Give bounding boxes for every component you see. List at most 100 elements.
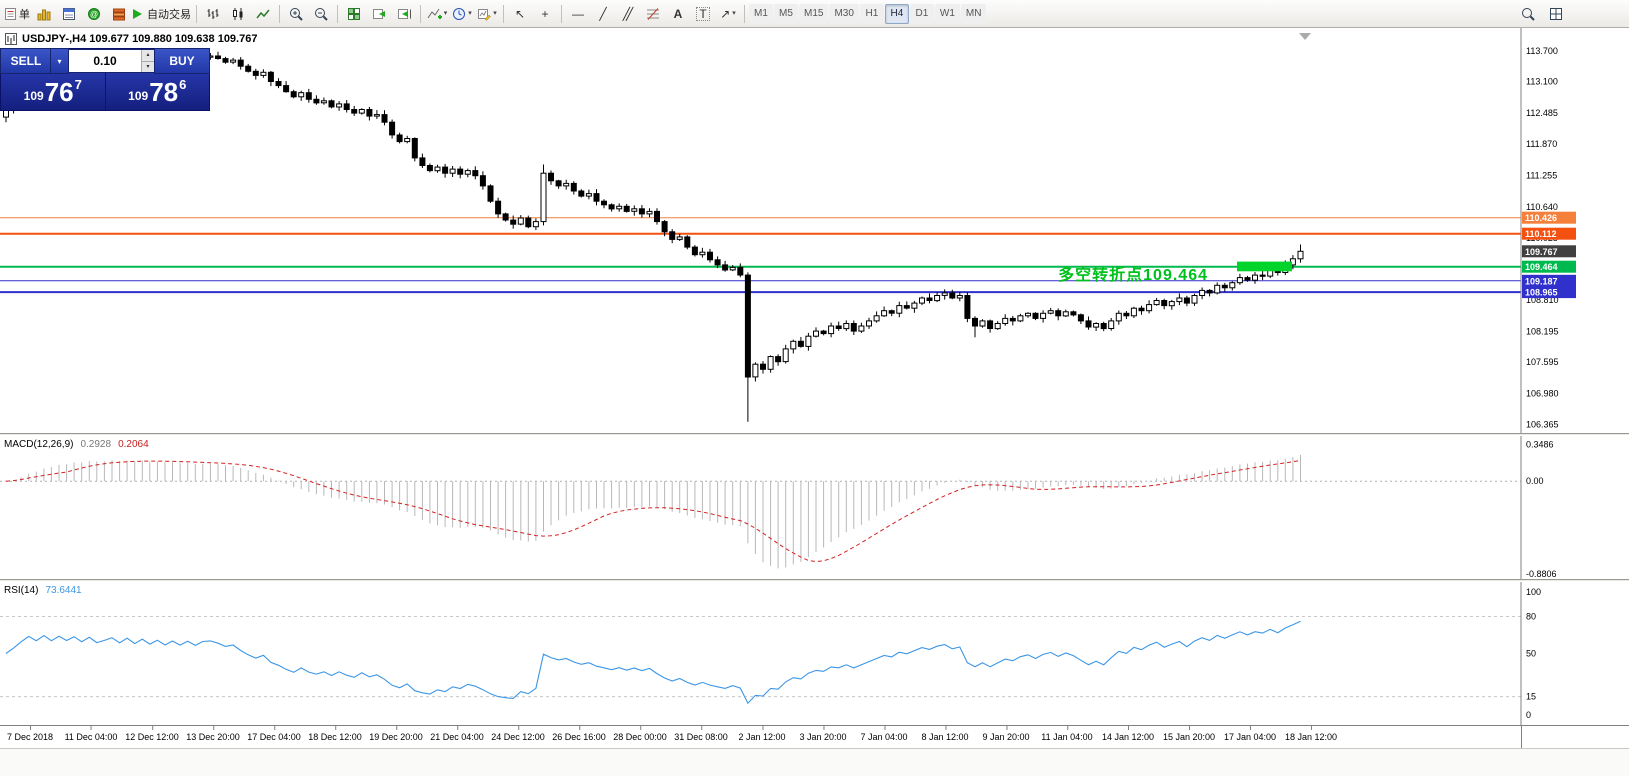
trendline-tool-button[interactable]: ╱ (591, 2, 615, 25)
time-label: 26 Dec 16:00 (552, 726, 606, 742)
templates-icon (478, 8, 492, 21)
navigator-icon: @ (88, 7, 100, 20)
macd-label: MACD(12,26,9) 0.2928 0.2064 (4, 439, 149, 450)
svg-text:113.100: 113.100 (1526, 77, 1558, 87)
sell-button[interactable]: SELL (0, 48, 52, 74)
sell-price[interactable]: 109 76 7 (1, 73, 106, 110)
trend-annotation: 多空转折点109.464 (1058, 267, 1208, 284)
candlestick-mode-button[interactable] (226, 2, 250, 25)
indicators-button[interactable]: ▾ (425, 2, 449, 25)
fibonacci-tool-button[interactable] (641, 2, 665, 25)
main-chart-canvas[interactable]: 113.700 113.100 112.485 111.870 111.255 110.6… (0, 28, 1629, 433)
bar-chart-mode-button[interactable] (201, 2, 225, 25)
bar-chart-icon (207, 8, 219, 19)
terminal-button[interactable] (107, 2, 131, 25)
svg-text:113.700: 113.700 (1526, 46, 1558, 56)
cursor-icon: ↖ (514, 6, 526, 21)
timeframe-mn[interactable]: MN (960, 3, 987, 24)
time-axis[interactable]: 7 Dec 2018 11 Dec 04:00 12 Dec 12:00 13 Dec… (0, 725, 1629, 748)
macd-name: MACD(12,26,9) (4, 439, 74, 450)
market-watch-icon (63, 7, 75, 20)
time-label: 21 Dec 04:00 (430, 726, 484, 742)
panel-separator[interactable] (0, 433, 1629, 436)
crosshair-tool-button[interactable]: + (533, 2, 557, 25)
layout-icon (1550, 7, 1562, 20)
new-order-label: 单 (19, 8, 30, 21)
zoom-in-button[interactable] (284, 2, 308, 25)
time-label: 18 Dec 12:00 (308, 726, 362, 742)
navigator-button[interactable]: @ (82, 2, 106, 25)
time-label: 7 Jan 04:00 (860, 726, 908, 742)
search-button[interactable] (1516, 2, 1540, 25)
layout-button[interactable] (1544, 2, 1568, 25)
timeframe-w1[interactable]: W1 (934, 3, 960, 24)
market-watch-button[interactable] (57, 2, 81, 25)
chart-shift-icon (397, 8, 411, 19)
toolbar: 单 @ 自动交易 ▾ (0, 0, 1629, 28)
time-label: 12 Dec 12:00 (125, 726, 179, 742)
zoom-out-icon (315, 7, 328, 21)
toolbar-right-group (1516, 2, 1568, 25)
new-order-button[interactable]: 单 (3, 2, 31, 25)
buy-price-pips: 78 (149, 76, 179, 107)
time-label: 8 Jan 12:00 (921, 726, 969, 742)
tile-windows-button[interactable] (342, 2, 366, 25)
lot-increase-button[interactable]: ▴ (142, 50, 154, 62)
label-tool-button[interactable]: T (691, 2, 715, 25)
timeframe-m15[interactable]: M15 (799, 3, 829, 24)
buy-price-int: 109 (128, 89, 149, 103)
timeframe-m1[interactable]: M1 (749, 3, 773, 24)
zoom-out-button[interactable] (309, 2, 333, 25)
macd-panel[interactable]: 0.3486 0.00 -0.8806 MACD(12,26,9) 0.2928 0… (0, 436, 1629, 579)
chart-shift-button[interactable] (392, 2, 416, 25)
profiles-button[interactable] (32, 2, 56, 25)
panel-separator[interactable] (0, 579, 1629, 582)
rsi-canvas[interactable]: 100 80 50 15 0 (0, 582, 1629, 725)
rsi-value: 73.6441 (45, 585, 82, 596)
timeframe-m30[interactable]: M30 (829, 3, 859, 24)
svg-text:108.810: 108.810 (1526, 295, 1559, 305)
trade-panel-prices: 109 76 7 109 78 6 (1, 73, 209, 110)
lot-decrease-button[interactable]: ▾ (142, 61, 154, 72)
lot-size-input[interactable] (69, 50, 141, 72)
svg-text:80: 80 (1526, 612, 1536, 622)
window-bottom-strip (0, 748, 1629, 776)
time-label: 14 Jan 12:00 (1101, 726, 1155, 742)
svg-text:108.965: 108.965 (1525, 288, 1558, 298)
autotrading-label: 自动交易 (147, 8, 191, 21)
time-label: 3 Jan 20:00 (799, 726, 847, 742)
text-tool-button[interactable]: A (666, 2, 690, 25)
main-chart-panel[interactable]: 113.700 113.100 112.485 111.870 111.255 110.6… (0, 28, 1629, 433)
templates-dropdown-caret: ▾ (493, 10, 497, 17)
autotrading-button[interactable]: 自动交易 (132, 2, 192, 25)
auto-scroll-button[interactable] (367, 2, 391, 25)
search-icon (1522, 7, 1535, 21)
svg-text:106.365: 106.365 (1526, 420, 1559, 430)
buy-price[interactable]: 109 78 6 (106, 73, 210, 110)
order-dropdown-button[interactable]: ▾ (50, 48, 69, 74)
sell-price-pips: 76 (44, 76, 74, 107)
timeframe-h4[interactable]: H4 (884, 3, 909, 24)
shapes-tool-button[interactable]: ↗ ▾ (716, 2, 740, 25)
timeframe-h1[interactable]: H1 (859, 3, 884, 24)
time-label: 24 Dec 12:00 (491, 726, 545, 742)
buy-button[interactable]: BUY (154, 48, 210, 74)
chart-title: USDJPY-,H4 109.677 109.880 109.638 109.7… (5, 33, 257, 45)
new-order-icon (5, 7, 16, 20)
channel-tool-button[interactable]: ╱╱ (616, 2, 640, 25)
cursor-tool-button[interactable]: ↖ (508, 2, 532, 25)
chevron-down-icon: ▾ (57, 56, 62, 66)
svg-text:111.870: 111.870 (1526, 139, 1557, 149)
sell-price-int: 109 (23, 89, 44, 103)
timeframe-d1[interactable]: D1 (909, 3, 934, 24)
rsi-panel[interactable]: 100 80 50 15 0 RSI(14) 73.6441 (0, 582, 1629, 725)
periods-button[interactable]: ▾ (450, 2, 474, 25)
tile-windows-icon (348, 7, 360, 20)
line-chart-mode-button[interactable] (251, 2, 275, 25)
macd-canvas[interactable]: 0.3486 0.00 -0.8806 (0, 436, 1629, 579)
templates-button[interactable]: ▾ (475, 2, 499, 25)
timeframe-m5[interactable]: M5 (774, 3, 798, 24)
indicators-dropdown-caret: ▾ (443, 10, 448, 17)
hline-tool-button[interactable]: — (566, 2, 590, 25)
svg-text:0.3486: 0.3486 (1526, 440, 1554, 450)
